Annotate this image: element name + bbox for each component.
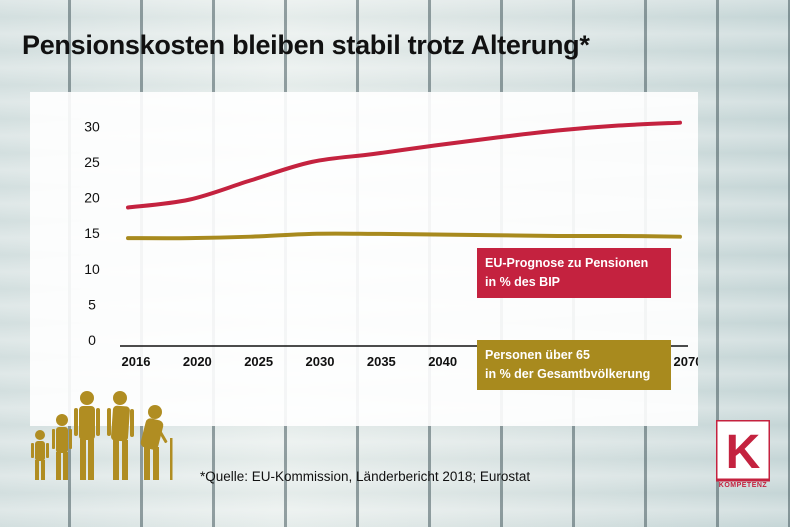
- y-tick-label: 30: [84, 118, 100, 134]
- x-tick-label: 2070: [674, 354, 698, 369]
- kompetenz-logo-icon: K: [716, 420, 770, 482]
- chart-panel: 0510152025302016202020252030203520402045…: [30, 92, 698, 426]
- y-tick-label: 25: [84, 154, 100, 170]
- child-figure-icon: [31, 430, 49, 480]
- x-tick-label: 2030: [306, 354, 335, 369]
- y-tick-label: 0: [88, 332, 96, 348]
- y-tick-label: 15: [84, 225, 100, 241]
- man-figure-icon: [107, 391, 134, 480]
- population-label-line2: in % der Gesamtbvölkerung: [485, 367, 651, 381]
- x-tick-label: 2040: [428, 354, 457, 369]
- pension-series-line: [126, 120, 682, 210]
- y-tick-label: 5: [88, 296, 96, 312]
- chart-title: Pensionskosten bleiben stabil trotz Alte…: [22, 30, 590, 60]
- population-series-line: [126, 231, 682, 241]
- source-note: *Quelle: EU-Kommission, Länderbericht 20…: [200, 469, 531, 484]
- x-tick-label: 2025: [244, 354, 273, 369]
- pension-series-label: EU-Prognose zu Pensionen in % des BIP: [477, 248, 671, 298]
- adult-figure-icon: [74, 391, 100, 480]
- pension-label-line2: in % des BIP: [485, 275, 561, 289]
- population-series-label: Personen über 65 in % der Gesamtbvölkeru…: [477, 340, 671, 390]
- x-tick-label: 2016: [122, 354, 151, 369]
- pension-label-line1: EU-Prognose zu Pensionen: [485, 256, 649, 270]
- y-tick-label: 20: [84, 190, 100, 206]
- x-tick-label: 2020: [183, 354, 212, 369]
- elderly-figure-icon: [140, 405, 173, 480]
- x-tick-label: 2035: [367, 354, 396, 369]
- population-label-line1: Personen über 65: [485, 348, 590, 362]
- y-tick-label: 10: [84, 261, 100, 277]
- aging-figures: [31, 391, 173, 480]
- logo-text: KOMPETENZ: [718, 482, 768, 489]
- boy-figure-icon: [52, 414, 72, 480]
- logo-letter: K: [726, 426, 761, 479]
